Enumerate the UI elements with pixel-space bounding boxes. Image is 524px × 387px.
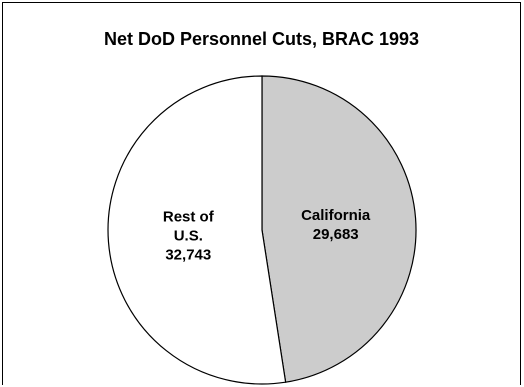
chart-title: Net DoD Personnel Cuts, BRAC 1993 <box>103 29 420 49</box>
slice-label-line: 29,683 <box>313 226 359 243</box>
slice-label-rest-of-u-s: Rest of U.S. 32,743 <box>163 209 215 264</box>
slice-label-line: California <box>301 207 371 224</box>
slice-label-line: U.S. <box>174 228 203 245</box>
slice-label-california: California 29,683 <box>301 207 371 243</box>
pie-slice-rest-of-u-s <box>107 75 287 385</box>
pie-slice-california <box>261 75 417 383</box>
slice-label-line: Rest of <box>163 209 215 226</box>
slice-label-line: 32,743 <box>165 247 211 264</box>
pie-chart: California 29,683 Rest of U.S. 32,743 <box>107 75 417 385</box>
